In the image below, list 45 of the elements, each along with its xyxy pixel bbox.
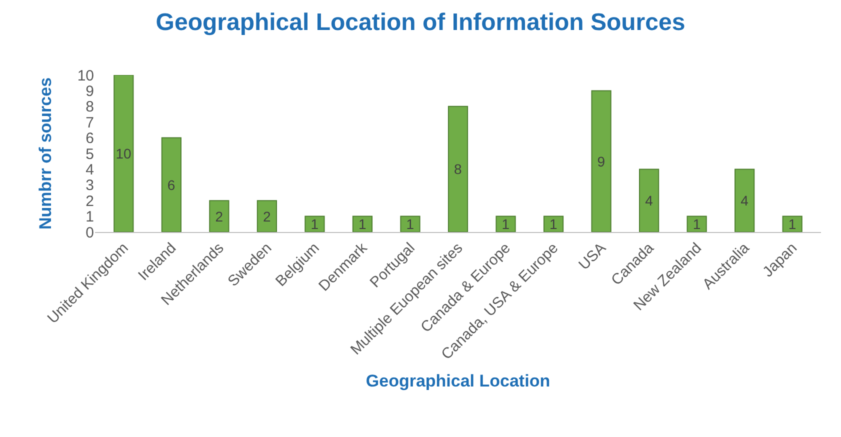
bar bbox=[400, 216, 420, 232]
bar bbox=[591, 90, 612, 232]
bar bbox=[543, 216, 564, 232]
y-axis-title: Numbrr of sources bbox=[36, 77, 55, 230]
bar bbox=[256, 200, 277, 232]
data-label: 1 bbox=[406, 216, 414, 232]
data-label: 2 bbox=[262, 208, 271, 224]
data-label: 8 bbox=[454, 161, 462, 178]
data-label: 2 bbox=[215, 208, 224, 224]
y-tick-label: 6 bbox=[86, 130, 94, 148]
data-label: 4 bbox=[740, 192, 749, 209]
x-tick-label: USA bbox=[576, 240, 610, 274]
y-tick-label: 4 bbox=[86, 161, 94, 178]
bar bbox=[161, 137, 182, 232]
data-label: 1 bbox=[358, 216, 366, 232]
bar bbox=[352, 216, 373, 232]
data-label: 9 bbox=[597, 153, 606, 170]
y-tick-label: 3 bbox=[86, 177, 94, 194]
y-tick-label: 5 bbox=[86, 146, 94, 163]
data-label: 1 bbox=[788, 216, 796, 232]
y-tick-label: 7 bbox=[86, 114, 94, 132]
bar bbox=[782, 216, 802, 232]
bar bbox=[209, 200, 230, 232]
bar bbox=[114, 75, 134, 232]
y-tick-label: 1 bbox=[86, 208, 94, 226]
y-tick-label: 2 bbox=[86, 192, 94, 210]
y-tick-label: 0 bbox=[86, 224, 94, 242]
data-label: 1 bbox=[502, 216, 510, 232]
bar bbox=[304, 216, 325, 232]
data-label: 1 bbox=[310, 216, 319, 232]
data-label: 6 bbox=[167, 176, 176, 193]
bar bbox=[496, 216, 516, 232]
data-label: 4 bbox=[645, 192, 654, 209]
chart-title: Geographical Location of Information Sources bbox=[156, 8, 686, 36]
data-label: 1 bbox=[550, 216, 558, 232]
y-tick-label: 10 bbox=[77, 67, 94, 84]
data-label: 10 bbox=[116, 146, 132, 162]
bar bbox=[734, 168, 755, 232]
bar bbox=[639, 168, 660, 232]
bar bbox=[448, 106, 468, 232]
y-tick-label: 8 bbox=[86, 98, 94, 116]
y-tick-label: 9 bbox=[86, 82, 94, 100]
x-axis-title: Geographical Location bbox=[366, 371, 550, 390]
bar bbox=[686, 216, 707, 232]
data-label: 1 bbox=[692, 216, 701, 232]
